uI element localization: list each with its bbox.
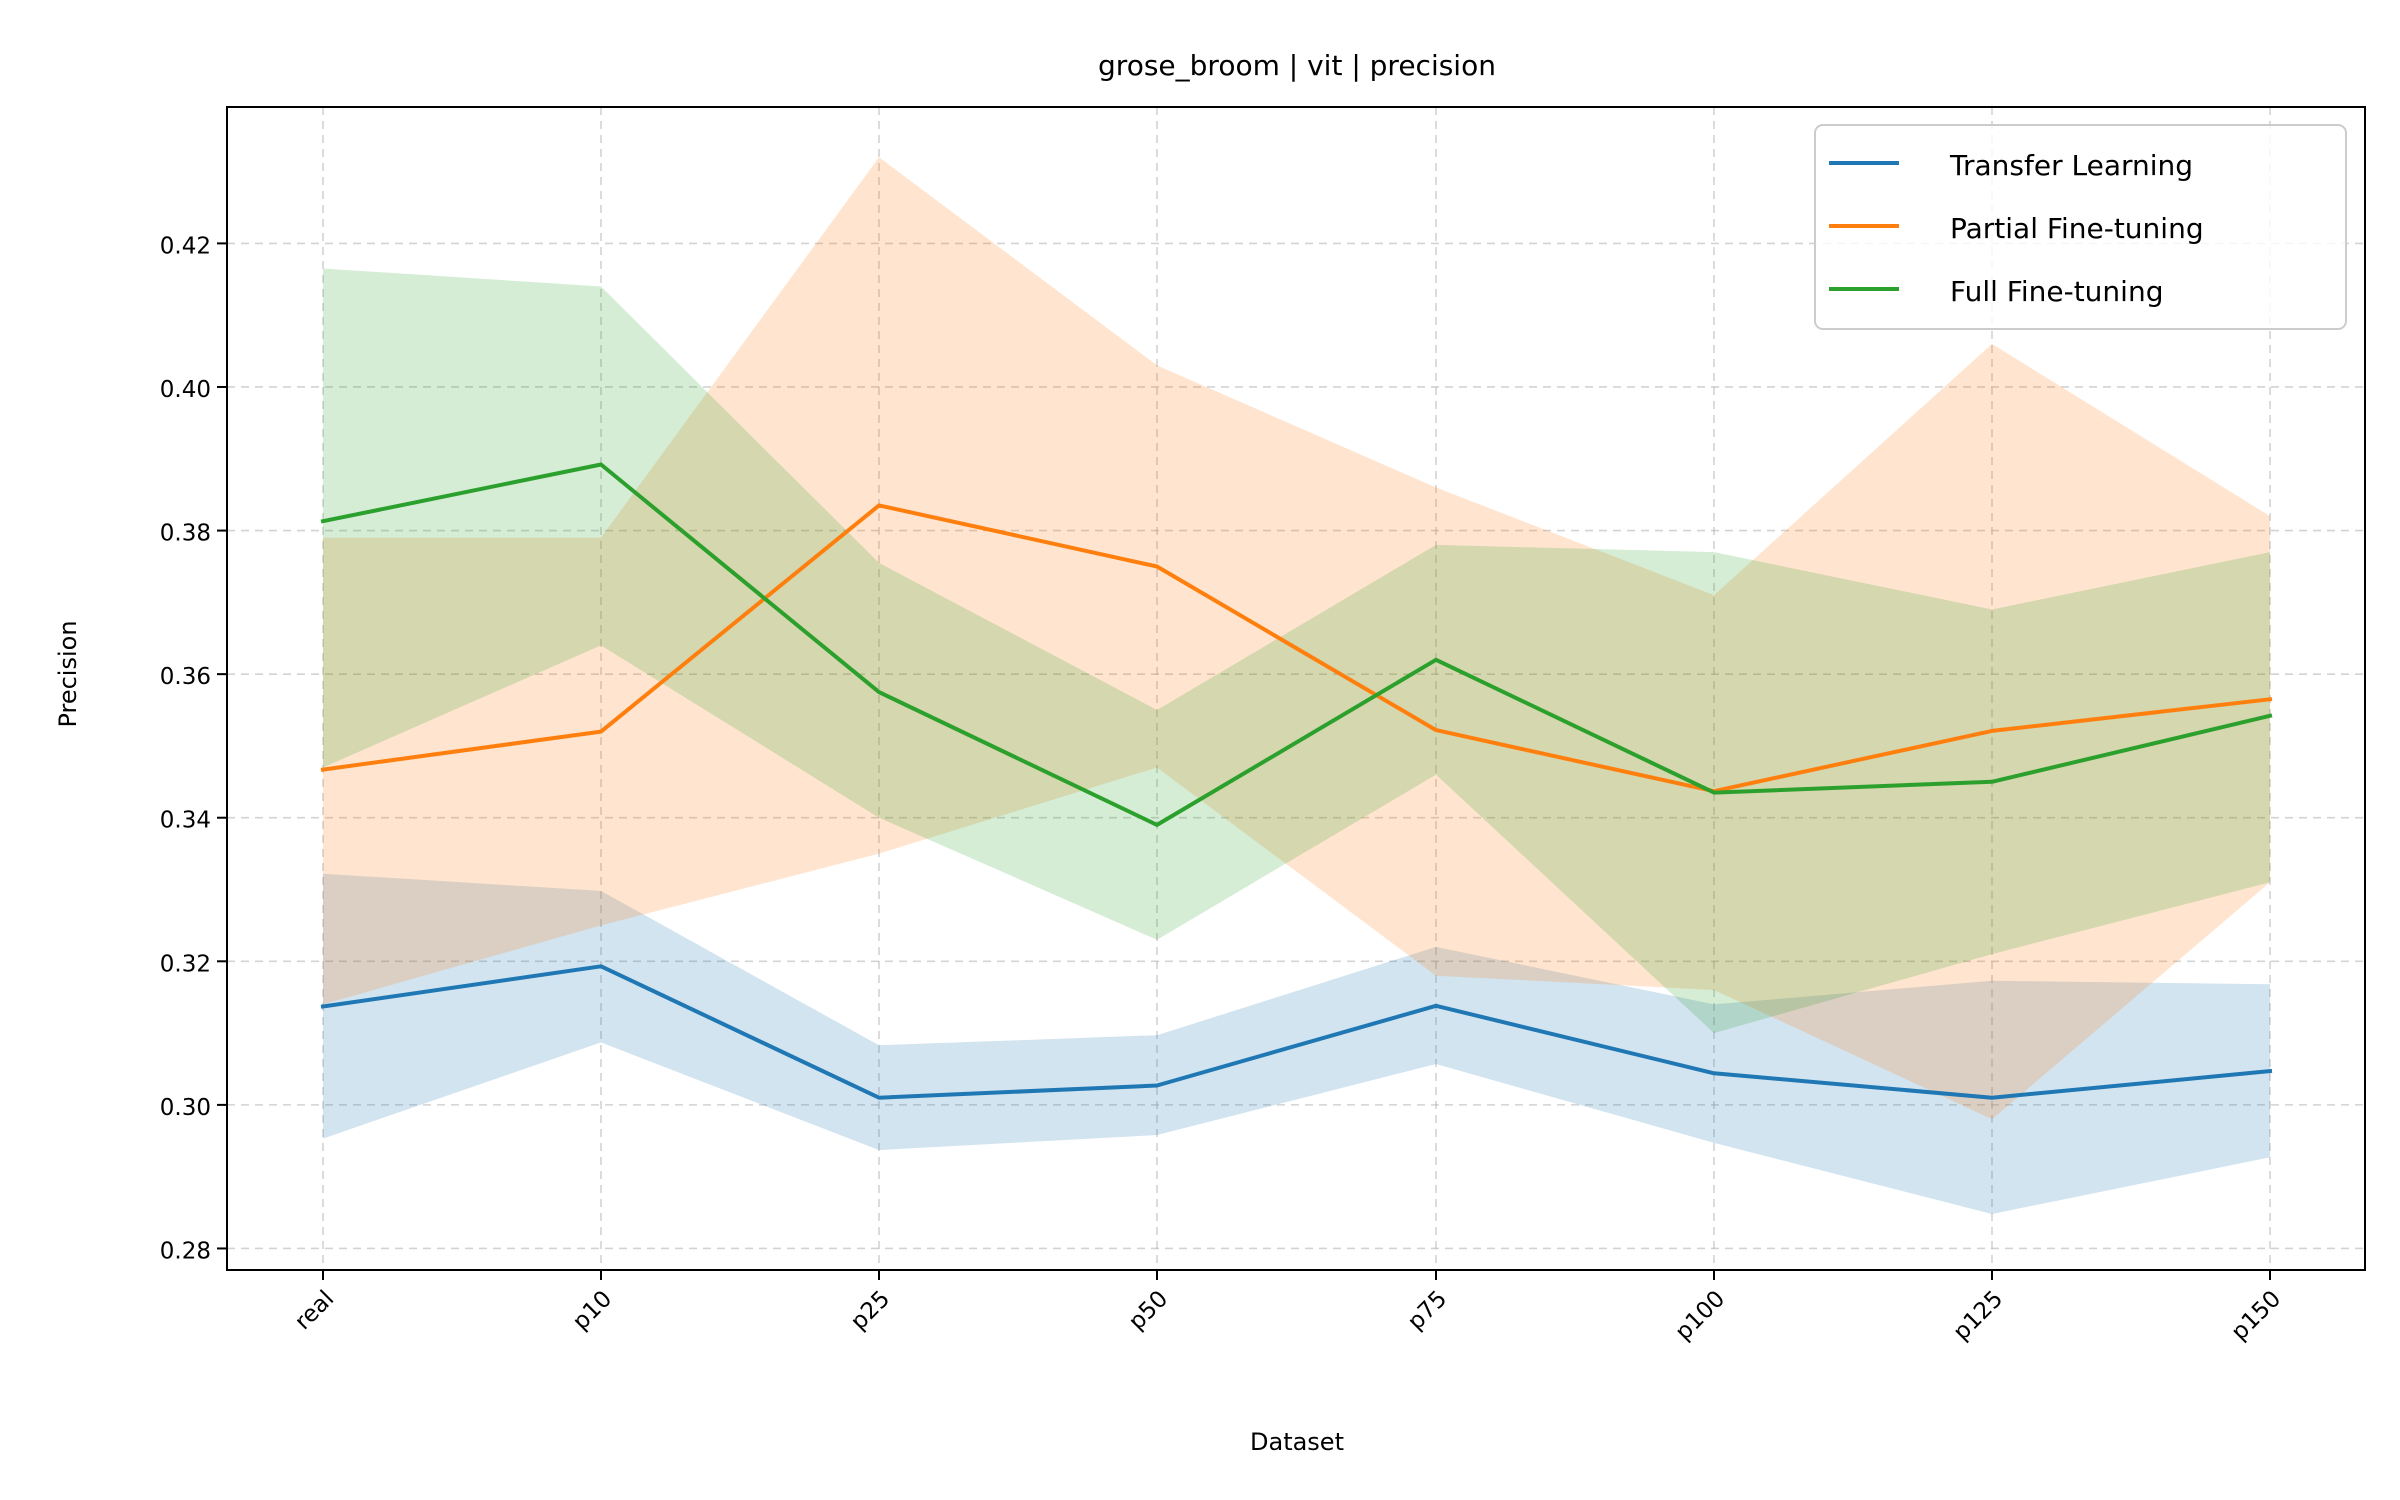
legend-label-1: Partial Fine-tuning <box>1950 212 2204 245</box>
legend-box <box>1814 124 2347 330</box>
band-2 <box>323 268 2270 1034</box>
y-tick-label: 0.32 <box>160 951 211 977</box>
y-tick-label: 0.42 <box>160 233 211 259</box>
x-axis-label: Dataset <box>1250 1428 1344 1456</box>
y-tick-label: 0.36 <box>160 664 211 690</box>
y-tick-label: 0.38 <box>160 521 211 547</box>
plot-frame <box>226 106 2366 1271</box>
grid <box>227 107 2365 1270</box>
legend: Transfer Learning Partial Fine-tuning Full… <box>1814 124 2347 330</box>
y-tick-label: 0.28 <box>160 1238 211 1264</box>
y-tick-label: 0.34 <box>160 808 211 834</box>
legend-label-0: Transfer Learning <box>1949 149 2193 182</box>
y-axis-label: Precision <box>54 620 82 727</box>
legend-label-2: Full Fine-tuning <box>1950 275 2163 308</box>
chart-title: grose_broom | vit | precision <box>1098 49 1496 82</box>
y-tick-label: 0.30 <box>160 1095 211 1121</box>
band-1 <box>323 157 2270 1120</box>
series-line-1 <box>320 503 2273 794</box>
series-lines <box>320 462 2273 1100</box>
y-axis: 0.28 0.30 0.32 0.34 0.36 0.38 0.40 0.42 <box>160 233 227 1264</box>
y-tick-label: 0.40 <box>160 377 211 403</box>
series-line-2 <box>320 462 2273 827</box>
series-line-0 <box>320 964 2273 1100</box>
